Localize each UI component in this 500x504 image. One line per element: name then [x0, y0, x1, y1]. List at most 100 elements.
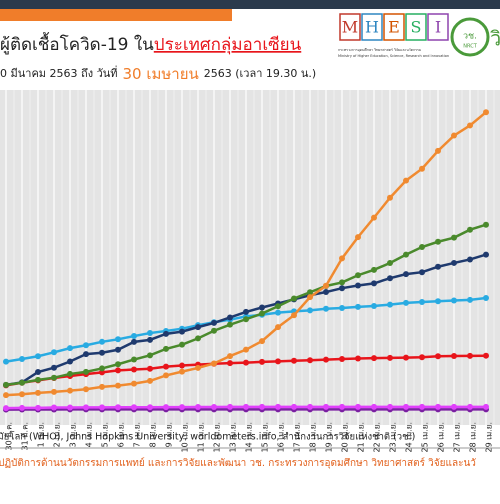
point	[323, 306, 329, 312]
point	[211, 404, 217, 410]
point	[403, 355, 409, 361]
point	[483, 353, 489, 359]
point	[259, 311, 265, 317]
point	[163, 364, 169, 370]
point	[483, 252, 489, 258]
point	[131, 381, 137, 387]
point	[355, 283, 361, 289]
logo-caption: Ministry of Higher Education, Science, R…	[338, 54, 449, 58]
point	[243, 404, 249, 410]
point	[355, 234, 361, 240]
point	[35, 377, 41, 383]
point	[243, 316, 249, 322]
point	[483, 404, 489, 410]
point	[339, 285, 345, 291]
point	[227, 322, 233, 328]
point	[371, 267, 377, 273]
point	[83, 404, 89, 410]
point	[115, 336, 121, 342]
point	[259, 304, 265, 310]
point	[51, 389, 57, 395]
title-highlight: ประเทศกลุ่มอาเซียน	[154, 35, 302, 55]
point	[99, 339, 105, 345]
point	[83, 369, 89, 375]
point	[451, 297, 457, 303]
point	[339, 404, 345, 410]
point	[371, 215, 377, 221]
point	[275, 404, 281, 410]
point	[291, 404, 297, 410]
point	[163, 331, 169, 337]
point	[307, 307, 313, 313]
point	[323, 289, 329, 295]
point	[147, 404, 153, 410]
point	[179, 404, 185, 410]
point	[307, 294, 313, 300]
point	[51, 375, 57, 381]
point	[467, 353, 473, 359]
point	[51, 349, 57, 355]
point	[51, 405, 57, 411]
point	[275, 310, 281, 316]
point	[19, 391, 25, 397]
point	[435, 298, 441, 304]
point	[195, 365, 201, 371]
point	[451, 404, 457, 410]
point	[35, 390, 41, 396]
point	[227, 360, 233, 366]
point	[227, 314, 233, 320]
point	[323, 357, 329, 363]
point	[67, 359, 73, 365]
point	[195, 335, 201, 341]
point	[483, 295, 489, 301]
point	[179, 363, 185, 369]
point	[227, 404, 233, 410]
subtitle-highlight: 30 เมษายน	[123, 65, 199, 83]
point	[451, 353, 457, 359]
point	[3, 392, 9, 398]
point	[51, 365, 57, 371]
point	[179, 369, 185, 375]
point	[419, 299, 425, 305]
point	[195, 324, 201, 330]
point	[339, 279, 345, 285]
point	[467, 297, 473, 303]
point	[387, 404, 393, 410]
point	[99, 365, 105, 371]
point	[99, 384, 105, 390]
point	[99, 350, 105, 356]
point	[291, 295, 297, 301]
point	[467, 404, 473, 410]
point	[163, 346, 169, 352]
point	[163, 404, 169, 410]
seal-text: วช.	[463, 32, 477, 42]
point	[403, 252, 409, 258]
point	[83, 351, 89, 357]
point	[259, 359, 265, 365]
point	[243, 309, 249, 315]
point	[339, 305, 345, 311]
subtitle-part: 0 มีนาคม 2563 ถึง วันที่	[0, 65, 118, 80]
point	[211, 328, 217, 334]
point	[451, 235, 457, 241]
point	[419, 269, 425, 275]
point	[147, 330, 153, 336]
point	[147, 378, 153, 384]
point	[275, 303, 281, 309]
point	[179, 329, 185, 335]
point	[19, 380, 25, 386]
point	[339, 255, 345, 261]
logo-caption: กระทรวงการอุดมศึกษา วิทยาศาสตร์ วิจัยและ…	[338, 48, 421, 53]
point	[435, 264, 441, 270]
point	[67, 371, 73, 377]
point	[451, 260, 457, 266]
point	[115, 383, 121, 389]
point	[419, 244, 425, 250]
seal-sub: NRCT	[463, 44, 477, 50]
point	[67, 388, 73, 394]
point	[131, 404, 137, 410]
point	[291, 358, 297, 364]
point	[483, 109, 489, 115]
